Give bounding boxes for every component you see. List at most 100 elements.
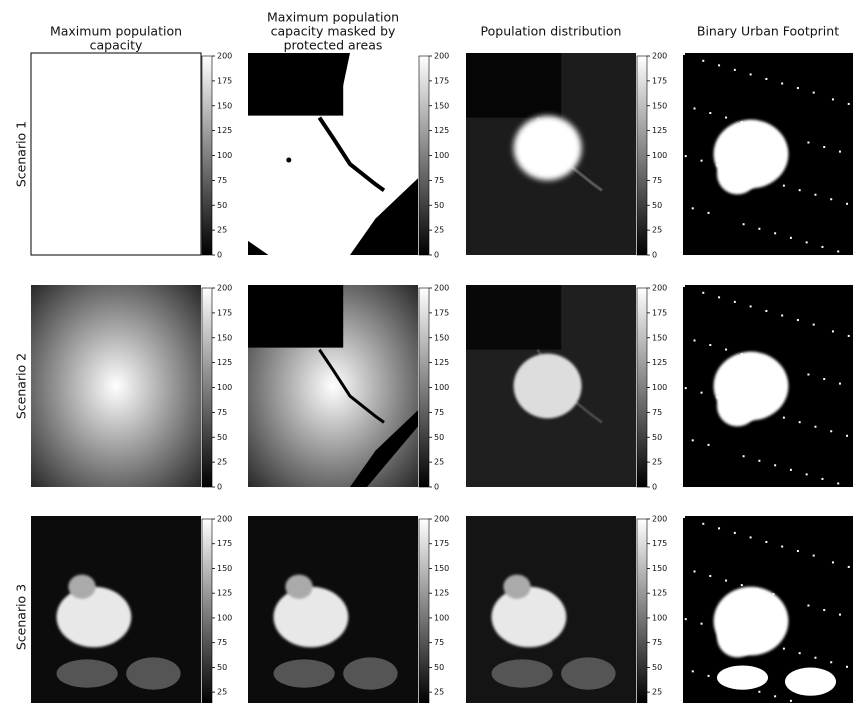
urban-speck: [848, 103, 850, 105]
colorbar-tick-label: 25: [217, 688, 227, 697]
colorbar-tick-label: 100: [434, 151, 449, 160]
colorbar-tick-label: 50: [217, 201, 227, 210]
colorbar-tick-label: 0: [217, 483, 222, 492]
colorbar: [419, 56, 429, 255]
urban-speck: [832, 98, 834, 100]
urban-speck: [799, 189, 801, 191]
urban-speck: [781, 315, 783, 317]
urban-speck: [830, 430, 832, 432]
urban-speck: [806, 473, 808, 475]
map-panel: [466, 53, 636, 255]
urban-area: [717, 665, 768, 689]
colorbar-tick-label: 150: [434, 101, 449, 110]
colorbar-tick-label: 150: [217, 101, 232, 110]
colorbar-tick-label: 100: [652, 151, 667, 160]
urban-speck: [708, 444, 710, 446]
urban-speck: [694, 570, 696, 572]
colorbar-tick-label: 125: [434, 589, 449, 598]
colorbar-tick-label: 125: [217, 358, 232, 367]
colorbar-tick-label: 200: [652, 284, 667, 293]
urban-speck: [790, 237, 792, 239]
urban-speck: [702, 60, 704, 62]
urban-speck: [767, 412, 769, 414]
urban-speck: [839, 383, 841, 385]
urban-speck: [725, 580, 727, 582]
colorbar-tick-label: 75: [217, 408, 227, 417]
urban-speck: [743, 223, 745, 225]
urban-speck: [790, 469, 792, 471]
colorbar-tick-label: 25: [652, 226, 662, 235]
urban-speck: [757, 126, 759, 128]
colorbar-tick-label: 25: [217, 226, 227, 235]
urban-speck: [716, 164, 718, 166]
urban-speck: [692, 207, 694, 209]
urban-speck: [683, 516, 685, 518]
urban-speck: [748, 173, 750, 175]
urban-speck: [807, 605, 809, 607]
urban-speck: [848, 335, 850, 337]
urban-speck: [813, 324, 815, 326]
urban-speck: [846, 203, 848, 205]
urban-area: [274, 659, 335, 687]
map-panel: [31, 285, 201, 487]
colorbar-tick-label: 150: [652, 333, 667, 342]
urban-speck: [781, 546, 783, 548]
urban-speck: [830, 661, 832, 663]
colorbar-tick-label: 75: [652, 638, 662, 647]
urban-speck: [748, 405, 750, 407]
urban-speck: [750, 73, 752, 75]
urban-speck: [708, 675, 710, 677]
urban-speck: [783, 648, 785, 650]
urban-speck: [701, 392, 703, 394]
colorbar-tick-label: 150: [217, 564, 232, 573]
colorbar-tick-label: 25: [434, 688, 444, 697]
urban-speck: [781, 83, 783, 85]
map-panel: [683, 285, 853, 487]
urban-speck: [765, 310, 767, 312]
urban-speck: [846, 435, 848, 437]
map-panel: [683, 516, 853, 703]
urban-speck: [734, 532, 736, 534]
colorbar-tick-label: 75: [434, 638, 444, 647]
urban-speck: [758, 460, 760, 462]
urban-speck: [709, 344, 711, 346]
urban-speck: [772, 130, 774, 132]
urban-speck: [701, 160, 703, 162]
colorbar-tick-label: 75: [434, 408, 444, 417]
masked-area: [466, 53, 561, 118]
urban-speck: [765, 78, 767, 80]
urban-speck: [837, 250, 839, 252]
urban-speck: [702, 292, 704, 294]
column-title: Population distribution: [481, 24, 622, 39]
colorbar-tick-label: 125: [217, 589, 232, 598]
colorbar-tick-label: 100: [652, 383, 667, 392]
urban-speck: [716, 627, 718, 629]
colorbar-tick-label: 75: [217, 176, 227, 185]
urban-area: [343, 657, 397, 689]
row-label: Scenario 2: [14, 353, 29, 419]
figure: Maximum populationcapacityMaximum popula…: [0, 0, 855, 703]
urban-speck: [743, 686, 745, 688]
urban-area: [514, 116, 582, 181]
urban-speck: [814, 426, 816, 428]
urban-speck: [799, 652, 801, 654]
colorbar: [202, 288, 212, 487]
colorbar-tick-label: 200: [217, 284, 232, 293]
urban-area: [717, 386, 758, 426]
colorbar-tick-label: 50: [217, 433, 227, 442]
urban-speck: [716, 396, 718, 398]
colorbar: [202, 56, 212, 255]
urban-speck: [692, 439, 694, 441]
colorbar-tick-label: 50: [434, 433, 444, 442]
urban-area: [561, 657, 615, 689]
urban-speck: [757, 358, 759, 360]
colorbar-tick-label: 175: [652, 76, 667, 85]
urban-speck: [774, 695, 776, 697]
urban-speck: [725, 117, 727, 119]
colorbar-tick-label: 150: [652, 101, 667, 110]
colorbar-tick-label: 25: [652, 688, 662, 697]
urban-speck: [821, 246, 823, 248]
page: {"columns": [ {"title": ["Maximum popula…: [0, 0, 855, 703]
map-panel: [31, 516, 201, 703]
map-panel: [466, 285, 636, 487]
